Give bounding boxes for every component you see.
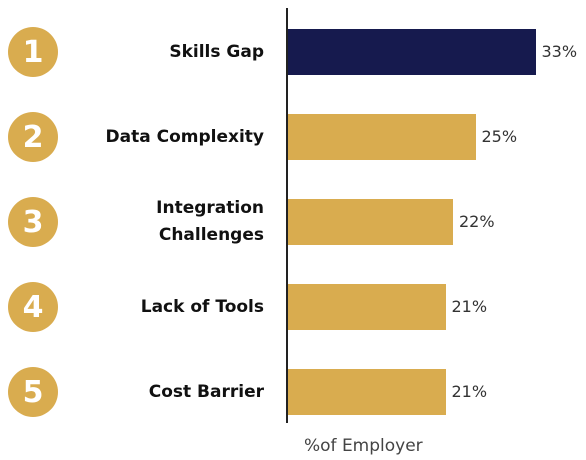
value-label: 21% (451, 297, 488, 316)
x-axis-label: %of Employer (304, 436, 423, 456)
rank-badge-5: 5 (8, 367, 58, 417)
category-label-line: Integration (156, 198, 264, 218)
y-axis-line (286, 8, 288, 423)
rank-badge-1: 1 (8, 27, 58, 77)
bar-skills-gap (288, 29, 536, 75)
bar-integration-challenges (288, 199, 453, 245)
rank-badge-4: 4 (8, 282, 58, 332)
category-label-line: Skills Gap (169, 41, 264, 62)
value-label: 21% (451, 382, 488, 401)
category-label: Integration Challenges (156, 195, 264, 249)
rank-badge-3: 3 (8, 197, 58, 247)
category-label: Lack of Tools (141, 294, 264, 321)
value-label: 25% (481, 127, 518, 146)
category-label-line: Cost Barrier (148, 381, 264, 402)
category-label-line: Challenges (158, 225, 264, 245)
bar-cost-barrier (288, 369, 446, 415)
category-label-line: Data Complexity (105, 126, 265, 147)
value-label: 22% (459, 212, 495, 231)
value-label: 33% (541, 42, 578, 61)
category-label: Skills Gap (169, 39, 264, 66)
bar-data-complexity (288, 114, 476, 160)
category-label-line: Lack of Tools (140, 296, 264, 317)
category-label: Cost Barrier (149, 379, 264, 406)
category-label: Data Complexity (106, 124, 265, 151)
rank-badge-2: 2 (8, 112, 58, 162)
bar-lack-of-tools (288, 284, 446, 330)
